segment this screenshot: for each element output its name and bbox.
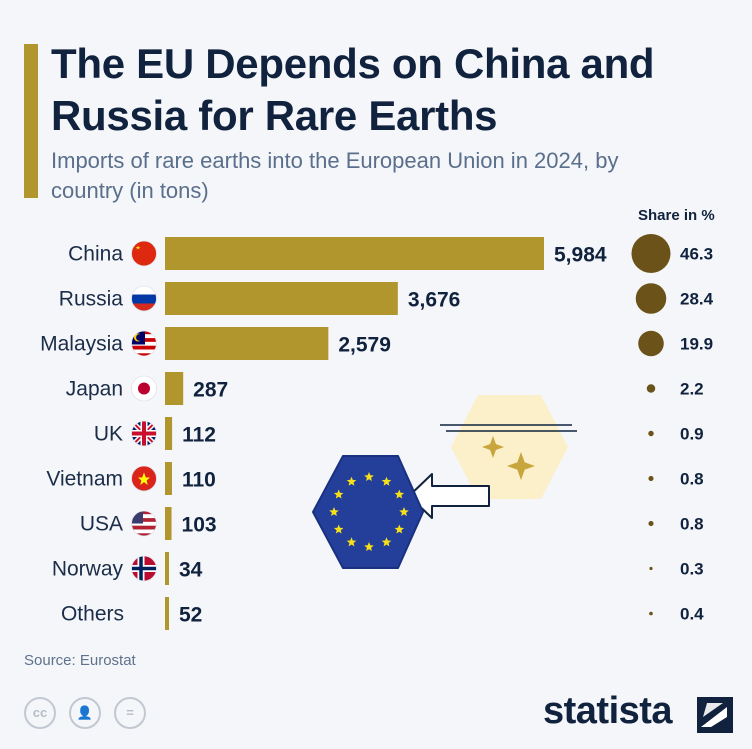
value-label: 3,676 [408, 289, 461, 312]
category-label: UK [94, 423, 123, 446]
share-label: 19.9 [680, 335, 713, 354]
bar [165, 597, 169, 630]
value-label: 287 [193, 379, 228, 402]
value-label: 110 [182, 469, 216, 492]
category-label: Malaysia [40, 333, 123, 356]
share-bubble [648, 430, 654, 437]
value-label: 52 [179, 604, 202, 627]
bar [165, 237, 544, 270]
statista-logo-mark-icon [697, 697, 733, 733]
value-label: 103 [182, 514, 217, 537]
share-label: 0.4 [680, 605, 704, 624]
bar-chart: China 5,984 46.3 Russia 3,676 28.4 Malaysia 2,5… [40, 234, 714, 630]
share-label: 0.8 [680, 470, 704, 489]
category-label: China [68, 243, 123, 266]
uk-flag-icon [131, 420, 157, 447]
category-label: USA [80, 513, 123, 536]
sparkle-badge-icon [440, 395, 577, 499]
share-bubble [649, 611, 653, 616]
bar [165, 282, 398, 315]
share-bubble [638, 330, 664, 357]
category-label: Vietnam [46, 468, 123, 491]
arrow-left-icon [408, 473, 490, 519]
creative-commons-icon[interactable]: cc [24, 697, 56, 729]
vietnam-flag-icon [131, 465, 157, 492]
value-label: 2,579 [338, 334, 391, 357]
value-label: 5,984 [554, 244, 607, 267]
eu-flag-icon [312, 455, 424, 569]
chart-subtitle: Imports of rare earths into the European… [51, 148, 619, 203]
bar [165, 462, 172, 495]
bar [165, 327, 329, 360]
malaysia-flag-icon [131, 330, 157, 357]
category-label: Norway [52, 558, 124, 581]
category-label: Others [61, 603, 124, 626]
attribution-icon[interactable]: 👤 [69, 697, 101, 729]
share-label: 2.2 [680, 380, 704, 399]
category-label: Russia [59, 288, 124, 311]
share-bubble [648, 520, 654, 527]
category-label: Japan [66, 378, 123, 401]
no-derivatives-icon[interactable]: = [114, 697, 146, 729]
bar [165, 552, 169, 585]
share-column-header: Share in % [638, 207, 715, 224]
share-label: 0.8 [680, 515, 704, 534]
chart-title: The EU Depends on China and Russia for R… [51, 40, 655, 139]
share-bubble [648, 475, 654, 482]
bar [165, 372, 184, 405]
japan-flag-icon [131, 375, 157, 402]
value-label: 34 [179, 559, 203, 582]
title-accent-bar [24, 44, 38, 198]
value-label: 112 [182, 424, 216, 447]
share-label: 0.9 [680, 425, 704, 444]
share-bubble [635, 283, 667, 314]
russia-flag-icon [131, 285, 157, 312]
norway-flag-icon [131, 555, 157, 582]
bar [165, 507, 172, 540]
share-bubble [649, 566, 653, 571]
share-bubble [631, 234, 671, 273]
china-flag-icon [131, 240, 157, 267]
usa-flag-icon [131, 510, 157, 537]
statista-logo[interactable]: statista [543, 690, 673, 732]
share-label: 46.3 [680, 245, 713, 264]
source-note: Source: Eurostat [24, 652, 136, 669]
share-bubble [646, 384, 656, 393]
bar [165, 417, 173, 450]
share-label: 28.4 [680, 290, 714, 309]
share-label: 0.3 [680, 560, 704, 579]
